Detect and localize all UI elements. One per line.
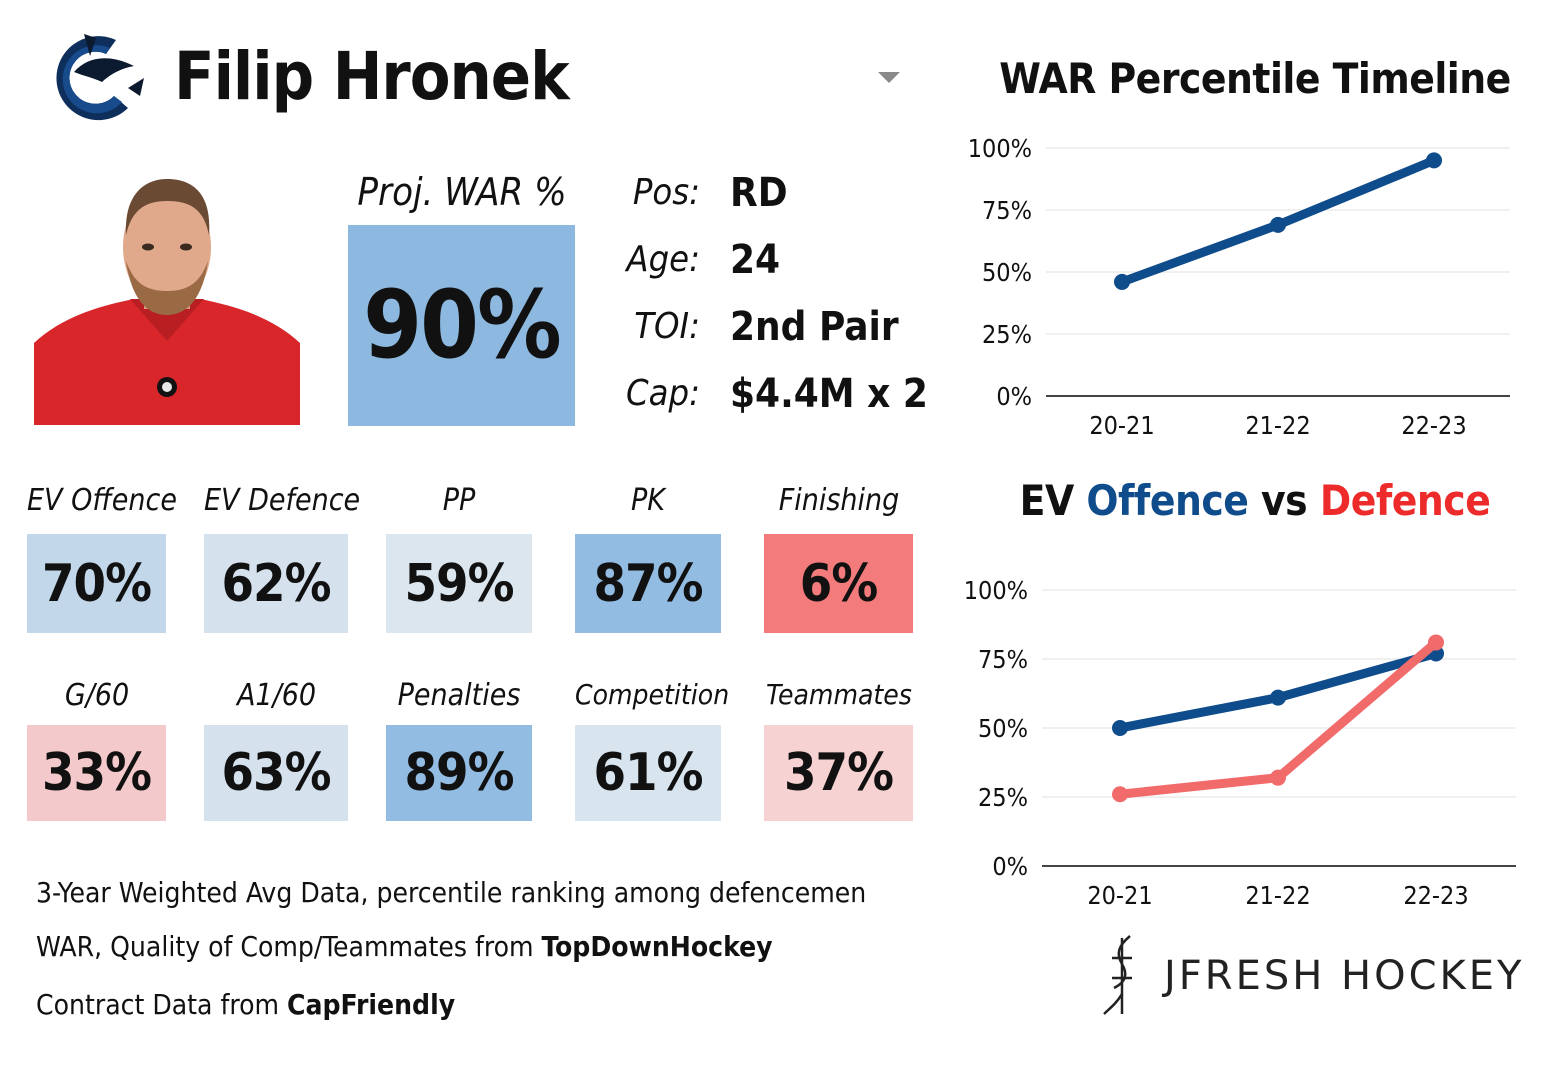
- tile-label-penalties: Penalties: [397, 678, 521, 713]
- projected-war-label: Proj. WAR %: [357, 170, 567, 214]
- team-logo: [44, 26, 152, 126]
- footer-note-contract-source: Contract Data from CapFriendly: [36, 988, 455, 1021]
- tile-label-ev-offence: EV Offence: [27, 483, 177, 518]
- war-timeline-chart: 0% 25% 50% 75% 100% 20-21 21-22 22-23: [968, 134, 1510, 440]
- ev-chart-x-tick-label: 20-21: [1087, 881, 1152, 910]
- ev-title-part-defence: Defence: [1319, 476, 1491, 525]
- tile-ev-offence: 70%: [27, 534, 166, 633]
- tile-label-a160: A1/60: [236, 678, 317, 713]
- war-timeline-x-tick-label: 22-23: [1401, 411, 1466, 440]
- tile-teammates: 37%: [764, 725, 913, 821]
- war-timeline-series-1-point: [1114, 273, 1130, 290]
- ev-offence-defence-title: EV Offence vs Defence: [990, 476, 1520, 525]
- ev-chart-x-tick-label: 22-23: [1403, 881, 1468, 910]
- war-timeline-x-tick-label: 20-21: [1089, 411, 1154, 440]
- ev-chart-y-tick-label: 0%: [992, 852, 1028, 881]
- tile-label-pk: PK: [631, 483, 665, 518]
- tile-a160: 63%: [204, 725, 348, 821]
- brand-logo-icon: [1103, 935, 1132, 1015]
- footer-war-source-prefix: WAR, Quality of Comp/Teammates from: [36, 930, 542, 963]
- position-value: RD: [730, 170, 788, 216]
- war-timeline-y-tick-label: 0%: [996, 382, 1032, 411]
- ev-chart-y-tick-label: 50%: [978, 714, 1028, 743]
- toi-value: 2nd Pair: [730, 304, 899, 350]
- ev-chart-series-1-point: [1112, 720, 1128, 736]
- player-photo: [34, 165, 300, 425]
- tile-pk: 87%: [575, 534, 721, 633]
- position-label: Pos:: [632, 172, 700, 213]
- ev-title-part-vs: vs: [1248, 476, 1320, 525]
- brand-watermark: JFRESH HOCKEY: [1100, 934, 1524, 1018]
- war-timeline-title: WAR Percentile Timeline: [999, 54, 1511, 103]
- player-dropdown-chevron-icon[interactable]: [878, 72, 900, 83]
- ev-chart-y-tick-label: 100%: [964, 576, 1028, 605]
- tile-label-competition: Competition: [575, 678, 730, 711]
- footer-war-source-name: TopDownHockey: [541, 930, 773, 963]
- war-timeline-y-tick-label: 75%: [982, 196, 1032, 225]
- ev-chart-series-2-point: [1112, 786, 1128, 803]
- war-timeline-y-tick-label: 25%: [982, 320, 1032, 349]
- footer-contract-source-name: CapFriendly: [287, 988, 456, 1021]
- toi-label: TOI:: [634, 306, 700, 347]
- player-name: Filip Hronek: [174, 38, 570, 115]
- war-timeline-series-1-point: [1426, 152, 1442, 169]
- ev-title-part-prefix: EV: [1019, 476, 1087, 525]
- ev-chart-y-tick-label: 75%: [978, 645, 1028, 674]
- tile-pp: 59%: [386, 534, 532, 633]
- projected-war-value: 90%: [348, 225, 575, 426]
- tile-competition: 61%: [575, 725, 721, 821]
- ev-chart-series-2-point: [1428, 634, 1444, 651]
- ev-chart-series-2-point: [1270, 769, 1286, 786]
- tile-g60: 33%: [27, 725, 166, 821]
- tile-penalties: 89%: [386, 725, 532, 821]
- tile-label-pp: PP: [442, 483, 476, 518]
- age-label: Age:: [626, 239, 700, 280]
- cap-label: Cap:: [626, 373, 700, 414]
- ev-title-part-offence: Offence: [1086, 476, 1249, 525]
- tile-label-finishing: Finishing: [778, 483, 900, 518]
- footer-note-war-source: WAR, Quality of Comp/Teammates from TopD…: [36, 930, 773, 963]
- tile-label-g60: G/60: [64, 678, 130, 713]
- ev-chart-y-tick-label: 25%: [978, 783, 1028, 812]
- brand-text: JFRESH HOCKEY: [1164, 953, 1525, 999]
- war-timeline-y-tick-label: 100%: [968, 134, 1032, 163]
- footer-contract-source-prefix: Contract Data from: [36, 988, 288, 1021]
- footer-note-methodology: 3-Year Weighted Avg Data, percentile ran…: [36, 876, 867, 909]
- cap-value: $4.4M x 2: [730, 371, 928, 417]
- tile-label-ev-defence: EV Defence: [204, 483, 361, 518]
- war-timeline-x-tick-label: 21-22: [1245, 411, 1310, 440]
- tile-label-teammates: Teammates: [766, 678, 912, 711]
- war-timeline-y-tick-label: 50%: [982, 258, 1032, 287]
- age-value: 24: [730, 237, 781, 283]
- ev-chart-series-1-point: [1270, 689, 1286, 706]
- ev-chart-x-tick-label: 21-22: [1245, 881, 1310, 910]
- tile-ev-defence: 62%: [204, 534, 348, 633]
- war-timeline-series-1-point: [1270, 216, 1286, 233]
- ev-offence-defence-chart: 0% 25% 50% 75% 100% 20-21 21-22 22-23: [964, 576, 1516, 910]
- tile-finishing: 6%: [764, 534, 913, 633]
